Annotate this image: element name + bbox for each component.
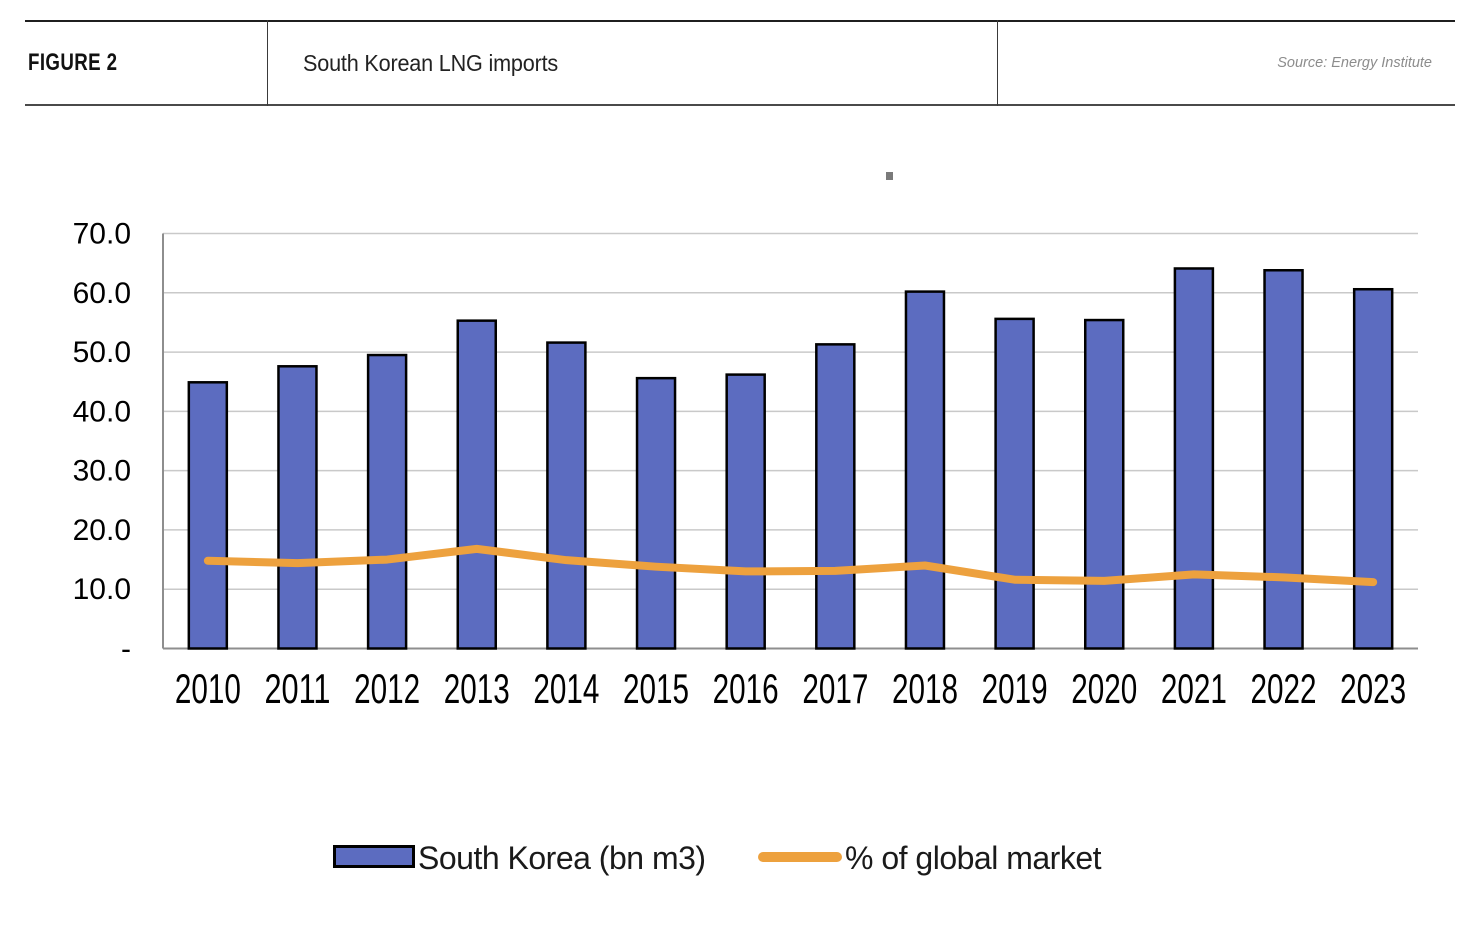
bar-2014 [546,341,587,650]
y-tick-label-10: 10.0 [73,573,131,606]
legend-bar-swatch [333,845,415,868]
bar-2021 [1173,267,1215,650]
x-tick-label-2013: 2013 [444,665,510,712]
legend-bar-label: South Korea (bn m3) [418,840,706,876]
line-series-global-market [203,544,1378,587]
x-tick-label-2021: 2021 [1161,665,1227,712]
legend-line-swatch [758,852,842,862]
x-tick-label-2015: 2015 [623,665,689,712]
bar-2016 [725,373,766,650]
x-tick-label-2016: 2016 [713,665,779,712]
y-tick-label-60: 60.0 [73,277,131,310]
figure-number-label: FIGURE 2 [28,49,118,76]
header-divider-right [997,20,998,106]
figure-title: South Korean LNG imports [303,49,559,76]
header-band [25,20,1455,106]
x-tick-label-2018: 2018 [892,665,958,712]
bar-2012 [366,353,408,650]
x-tick-label-2011: 2011 [264,665,330,712]
y-tick-label-20: 20.0 [73,514,131,547]
x-tick-label-2010: 2010 [175,665,241,712]
figure-source: Source: Energy Institute [1277,55,1432,71]
y-tick-label-50: 50.0 [73,336,131,369]
x-tick-label-2022: 2022 [1251,665,1317,712]
legend-line-label: % of global market [845,840,1102,876]
bar-2018 [904,290,946,650]
y-tick-label-30: 30.0 [73,455,131,488]
header-divider-left [267,20,268,106]
y-tick-label-70: 70.0 [73,218,131,251]
bar-2010 [187,381,229,650]
y-tick-label-40: 40.0 [73,395,131,428]
bar-2011 [277,365,318,650]
x-tick-label-2020: 2020 [1071,665,1137,712]
bar-2022 [1263,269,1304,650]
bar-2019 [994,317,1035,650]
x-tick-label-2023: 2023 [1340,665,1406,712]
bar-2023 [1352,287,1394,650]
x-tick-label-2019: 2019 [982,665,1048,712]
y-tick-label-0: - [121,633,131,666]
x-tick-label-2017: 2017 [802,665,868,712]
x-tick-label-2014: 2014 [533,665,599,712]
bar-2017 [815,343,856,650]
bar-2020 [1084,318,1125,650]
bar-2013 [456,319,497,650]
x-tick-label-2012: 2012 [354,665,420,712]
chart-title-placeholder [886,172,893,180]
bar-2015 [635,376,677,650]
